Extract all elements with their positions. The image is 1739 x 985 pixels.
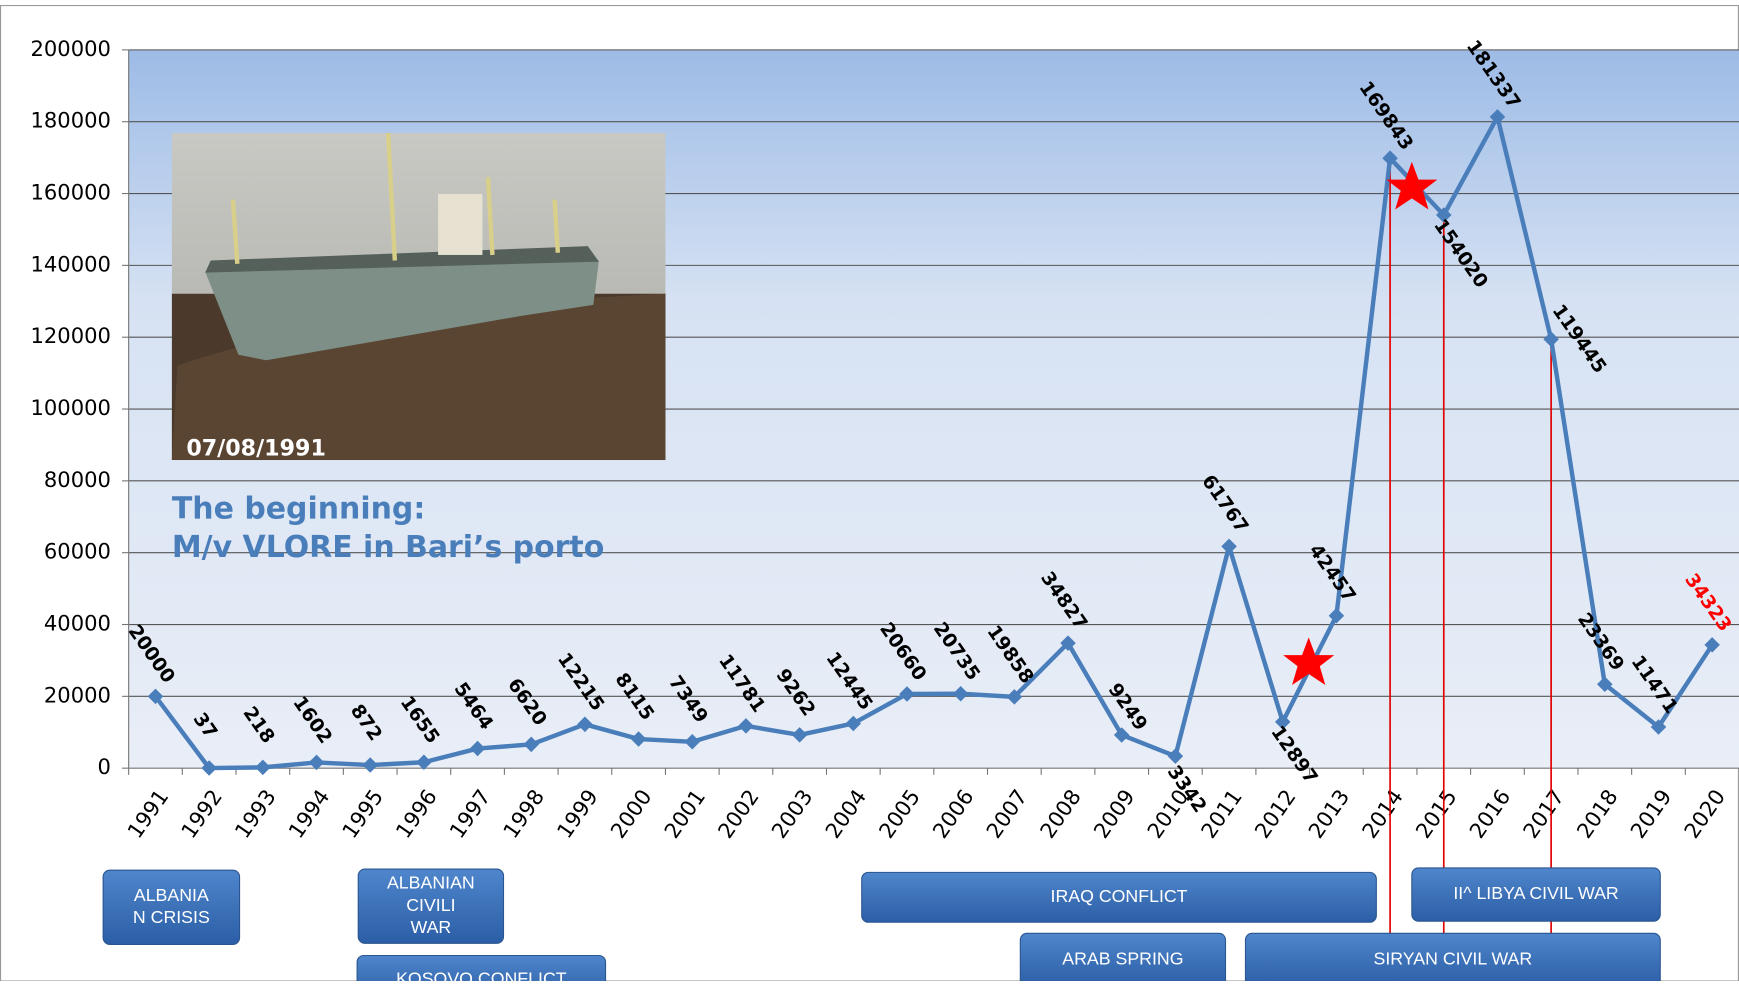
event-label: SIRYAN CIVIL WAR xyxy=(1374,949,1533,969)
event-label: CIVILI xyxy=(406,895,455,915)
x-tick-label: 2011 xyxy=(1196,785,1247,843)
x-tick-label: 2009 xyxy=(1088,785,1139,843)
y-tick-label: 40000 xyxy=(44,611,111,636)
annotation: The beginning: xyxy=(172,491,425,526)
event-label: N CRISIS xyxy=(133,907,210,927)
y-tick-label: 60000 xyxy=(44,539,111,564)
x-tick-label: 2007 xyxy=(981,785,1032,843)
x-tick-label: 2014 xyxy=(1357,785,1408,843)
x-tick-label: 2001 xyxy=(659,785,710,843)
event-label: ARAB SPRING xyxy=(1062,949,1183,969)
event-label: ALBANIAN xyxy=(387,873,475,893)
x-tick-label: 2019 xyxy=(1625,785,1676,843)
x-tick-label: 1993 xyxy=(230,785,281,843)
photo-caption: 07/08/1991 xyxy=(186,435,326,461)
x-tick-label: 2018 xyxy=(1571,785,1622,843)
y-tick-label: 180000 xyxy=(31,108,111,133)
y-tick-label: 20000 xyxy=(44,682,111,707)
annotation: M/v VLORE in Bari’s porto xyxy=(172,530,604,565)
event-label: WAR xyxy=(411,917,452,937)
x-tick-label: 2020 xyxy=(1679,785,1730,843)
x-tick-label: 1996 xyxy=(391,785,442,843)
y-tick-label: 0 xyxy=(97,754,110,779)
event-label: ALBANIA xyxy=(134,885,209,905)
x-tick-label: 2015 xyxy=(1410,785,1461,843)
x-tick-label: 2017 xyxy=(1518,785,1569,843)
y-tick-label: 160000 xyxy=(31,180,111,205)
x-tick-label: 2000 xyxy=(605,785,656,843)
y-tick-label: 200000 xyxy=(31,36,111,61)
y-tick-label: 100000 xyxy=(31,395,111,420)
x-tick-label: 1998 xyxy=(498,785,549,843)
x-tick-label: 2003 xyxy=(766,785,817,843)
x-tick-label: 1992 xyxy=(176,785,227,843)
y-tick-label: 80000 xyxy=(44,467,111,492)
x-tick-label: 1997 xyxy=(444,785,495,843)
x-tick-label: 2016 xyxy=(1464,785,1515,843)
x-tick-label: 1999 xyxy=(552,785,603,843)
x-tick-label: 2004 xyxy=(820,785,871,843)
x-tick-label: 1995 xyxy=(337,785,388,843)
chart: 0 20000 40000 60000 80000 100000 120000 140000 1… xyxy=(0,0,1739,981)
x-tick-label: 2013 xyxy=(1303,785,1354,843)
x-tick-label: 2008 xyxy=(1035,785,1086,843)
event-label: IRAQ CONFLICT xyxy=(1051,886,1188,906)
photo: 07/08/1991 xyxy=(172,133,666,461)
x-tick-label: 1991 xyxy=(122,785,173,843)
x-tick-label: 1994 xyxy=(283,785,334,843)
event-label: KOSOVO CONFLICT xyxy=(396,969,567,981)
x-tick-label: 2002 xyxy=(713,785,764,843)
x-tick-label: 2005 xyxy=(874,785,925,843)
event-label: II^ LIBYA CIVIL WAR xyxy=(1453,883,1618,903)
x-tick-label: 2006 xyxy=(927,785,978,843)
x-tick-label: 2012 xyxy=(1249,785,1300,843)
y-tick-label: 120000 xyxy=(31,323,111,348)
y-tick-label: 140000 xyxy=(31,251,111,276)
